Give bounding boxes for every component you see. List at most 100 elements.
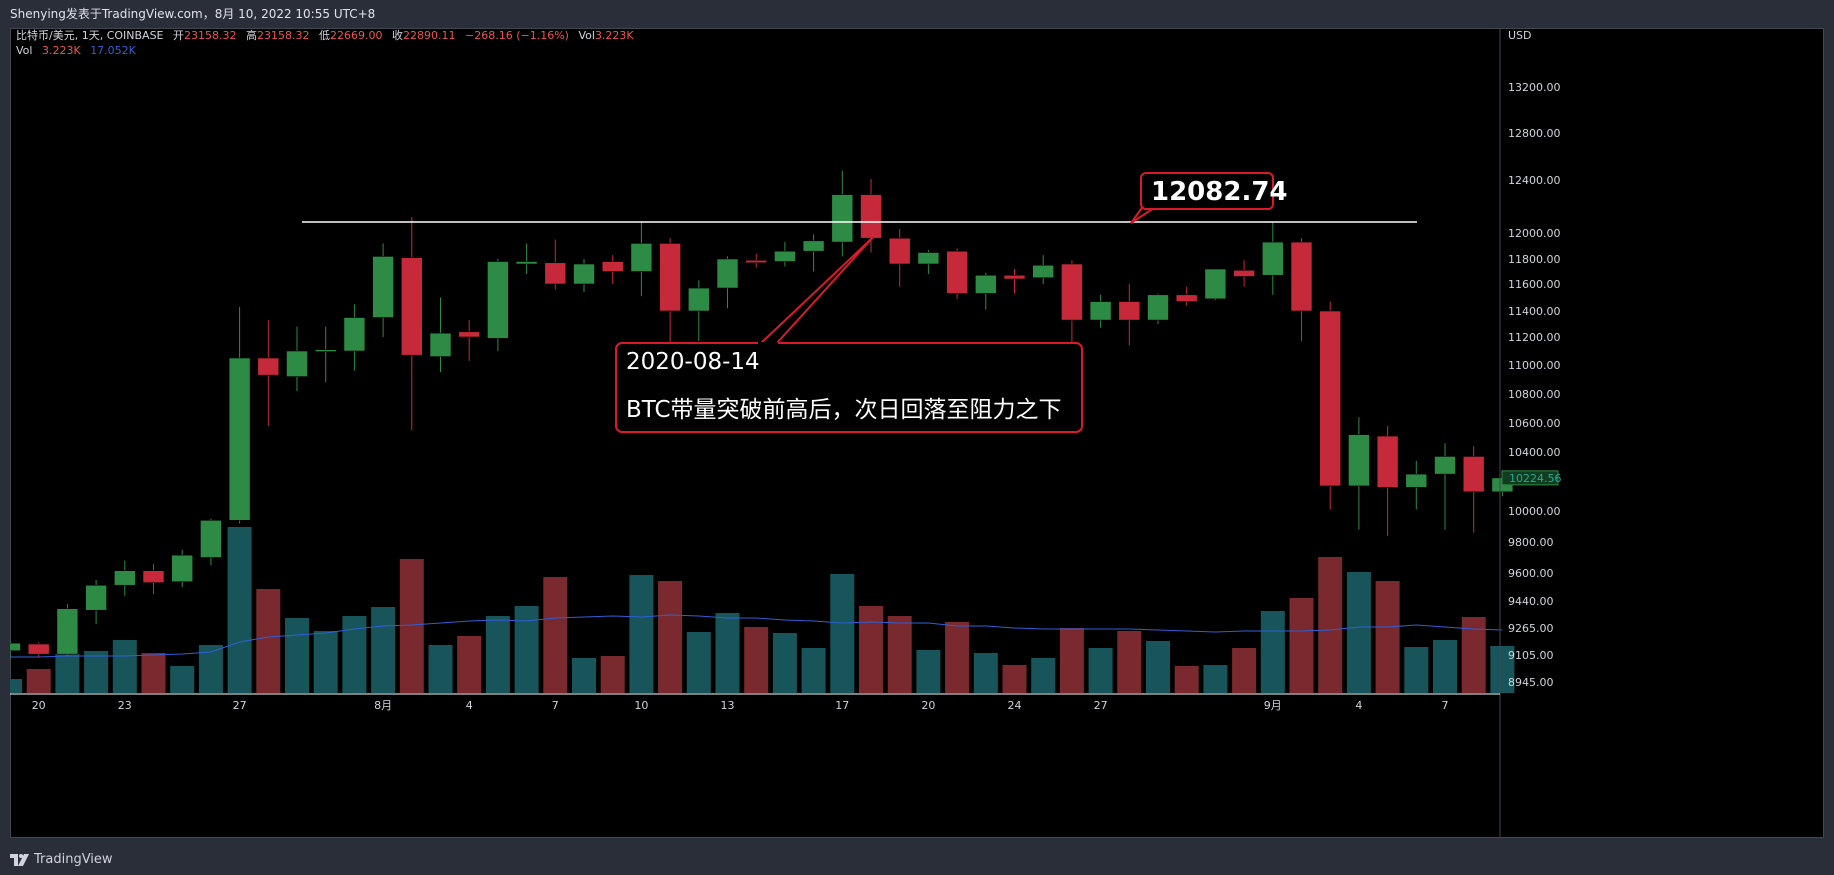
candles	[10, 170, 1514, 660]
candle-body	[372, 256, 394, 318]
time-tick-label: 20	[921, 699, 935, 712]
time-tick-label: 27	[1094, 699, 1108, 712]
candle-body	[458, 331, 481, 338]
time-tick-label: 4	[466, 699, 473, 712]
legend: 比特币/美元, 1天, COINBASE 开23158.32 高23158.32…	[16, 28, 634, 57]
callout-join-cover	[758, 342, 778, 346]
svg-text:Vol 3.223K 17.052K: Vol 3.223K 17.052K	[16, 44, 137, 57]
volume-bar	[1002, 665, 1027, 693]
volume-bar	[1260, 611, 1285, 693]
volume-bar	[485, 616, 510, 693]
time-tick-label: 17	[835, 699, 849, 712]
candlestick-chart[interactable]: 比特币/美元, 1天, COINBASE 开23158.32 高23158.32…	[10, 28, 1824, 838]
volume-bar	[1490, 646, 1515, 693]
resistance-callout-box	[1140, 172, 1274, 210]
legend-change: −268.16 (−1.16%)	[465, 29, 569, 42]
time-axis[interactable]: 20 23 27 8月 4 7 10 13 17 20 24 27 9月 4 7	[32, 699, 1449, 712]
volume-bar	[371, 607, 396, 693]
time-tick-label: 10	[634, 699, 648, 712]
time-tick-label: 8月	[374, 699, 392, 712]
callout-pointer	[759, 236, 874, 345]
current-price-box	[1501, 470, 1559, 486]
volume-bar	[887, 616, 912, 693]
legend-close-label: 收	[392, 28, 403, 42]
candle-body	[831, 194, 854, 243]
candle-body	[171, 554, 193, 583]
legend-vol-row-value: 3.223K	[42, 44, 81, 57]
candle-body	[343, 317, 366, 352]
volume-bar	[457, 636, 482, 693]
candle-body	[946, 250, 968, 294]
volume-bar	[1404, 647, 1429, 693]
volume-bar	[772, 633, 797, 693]
candle-body	[1147, 294, 1169, 321]
price-tick-label: 12000.00	[1508, 227, 1561, 240]
volume-bar	[112, 640, 137, 693]
legend-low: 22669.00	[330, 29, 383, 42]
legend-high-label: 高	[246, 28, 257, 42]
callout-box	[615, 342, 1083, 433]
candle-body	[1204, 268, 1227, 300]
volume-bar	[1059, 628, 1084, 693]
price-tick-label: 9800.00	[1508, 536, 1554, 549]
volume-bar	[1346, 572, 1371, 693]
price-tick-label: 9105.00	[1508, 649, 1554, 662]
legend-low-label: 低	[319, 29, 330, 42]
tradingview-icon	[10, 854, 29, 866]
volume-bar	[658, 581, 683, 693]
legend-symbol: 比特币/美元, 1天, COINBASE	[16, 28, 164, 42]
price-tick-label: 13200.00	[1508, 81, 1561, 94]
tradingview-brand: TradingView	[34, 852, 113, 867]
price-tick-label: 12800.00	[1508, 127, 1561, 140]
legend-open-label: 开	[173, 29, 184, 42]
price-tick-label: 11200.00	[1508, 331, 1561, 344]
candle-body	[1462, 456, 1485, 493]
candle-body	[56, 608, 79, 655]
footer: TradingView	[0, 845, 1834, 875]
price-tick-label: 9440.00	[1508, 595, 1554, 608]
price-tick-label: 11800.00	[1508, 253, 1561, 266]
candle-body	[544, 262, 567, 285]
publish-info: Shenying发表于TradingView.com，8月 10, 2022 1…	[10, 7, 376, 21]
candle-body	[974, 274, 997, 294]
legend-high: 23158.32	[257, 29, 310, 42]
candle-body	[1118, 301, 1141, 321]
volume-bar	[686, 632, 711, 693]
time-tick-label: 24	[1008, 699, 1022, 712]
time-tick-label: 23	[118, 699, 132, 712]
candle-body	[515, 261, 538, 265]
candle-body	[1175, 294, 1198, 302]
volume-bar	[715, 613, 740, 693]
volume-bar	[514, 606, 539, 693]
volume-bar	[313, 631, 338, 693]
callout-date-annotation[interactable]: 2020-08-14 BTC带量突破前高后，次日回落至阻力之下	[615, 236, 1083, 433]
candle-body	[601, 261, 624, 272]
volume-bar	[973, 653, 998, 693]
price-tick-label: 10000.00	[1508, 505, 1561, 518]
candle-body	[286, 350, 308, 377]
volume-bar	[543, 577, 568, 693]
volume-bar	[1174, 666, 1199, 693]
candle-body	[314, 349, 337, 352]
volume-bar	[399, 559, 424, 693]
legend-vol-label: Vol	[578, 29, 594, 42]
volume-bar	[84, 651, 109, 693]
top-bar: Shenying发表于TradingView.com，8月 10, 2022 1…	[0, 0, 1834, 28]
volume-bar	[830, 574, 855, 693]
candle-body	[1290, 241, 1313, 312]
callout-resistance-value[interactable]: 12082.74	[1130, 172, 1288, 224]
volume-bar	[945, 622, 970, 693]
price-tick-label: 9265.00	[1508, 622, 1554, 635]
legend-close: 22890.11	[403, 29, 456, 42]
tradingview-logo[interactable]: TradingView	[10, 848, 113, 872]
price-tick-label: 11000.00	[1508, 359, 1561, 372]
volume-bar	[26, 669, 51, 693]
volume-bar	[428, 645, 453, 693]
candle-body	[142, 570, 165, 583]
volume-bar	[10, 679, 22, 693]
time-tick-label: 13	[721, 699, 735, 712]
price-axis[interactable]: 13200.00 12800.00 12400.00 12000.00 11800.00…	[1508, 81, 1561, 689]
callout-text: BTC带量突破前高后，次日回落至阻力之下	[626, 397, 1062, 423]
candle-body	[1262, 241, 1284, 276]
legend-vol-row-label: Vol	[16, 44, 32, 57]
